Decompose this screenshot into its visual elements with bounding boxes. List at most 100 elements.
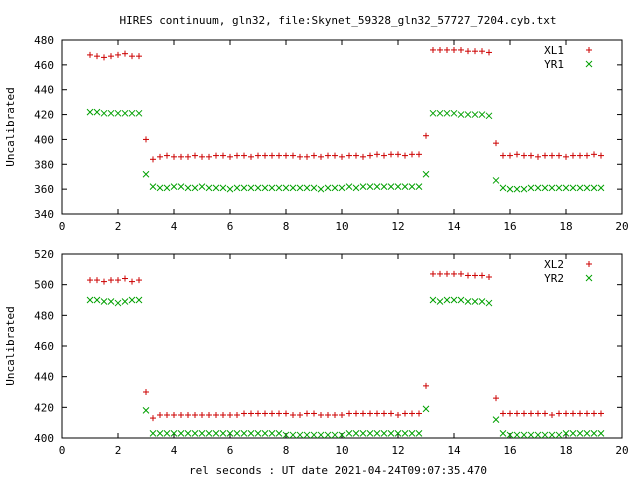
data-point	[576, 430, 584, 437]
data-point	[492, 177, 500, 184]
data-point	[177, 183, 185, 191]
data-point	[590, 184, 598, 192]
data-point	[534, 431, 542, 439]
y-tick-label: 440	[34, 371, 54, 384]
data-point	[269, 410, 275, 417]
data-point	[297, 412, 303, 418]
data-point	[499, 430, 507, 437]
data-point	[198, 430, 206, 437]
data-point	[262, 152, 268, 159]
data-point	[170, 430, 178, 437]
data-point	[234, 412, 240, 418]
data-point	[478, 111, 486, 118]
y-tick-label: 420	[34, 401, 54, 414]
data-point	[402, 410, 408, 417]
data-point	[534, 184, 542, 192]
y-tick-label: 400	[34, 432, 54, 445]
data-point	[296, 431, 304, 439]
data-point	[381, 410, 387, 417]
data-point	[324, 184, 332, 192]
data-point	[394, 430, 402, 437]
data-point	[401, 183, 409, 191]
data-point	[597, 430, 605, 437]
data-point	[485, 299, 493, 307]
data-point	[248, 410, 254, 417]
data-point	[409, 410, 415, 417]
data-point	[338, 431, 346, 439]
data-point	[360, 153, 366, 160]
data-point	[108, 277, 114, 284]
data-point	[514, 151, 520, 158]
plot-panel-1: 0 2 4 6 8 10 12 14 16 18 20 340 360 380 400 420 440 460 48…	[4, 34, 629, 233]
data-point	[352, 430, 360, 437]
data-point	[486, 274, 492, 280]
data-point	[303, 184, 311, 192]
data-point	[598, 152, 604, 159]
data-point	[430, 270, 436, 277]
data-point	[493, 140, 499, 147]
data-point	[458, 270, 464, 277]
data-point	[583, 184, 591, 192]
legend-marker	[585, 274, 593, 282]
y-tick-label: 520	[34, 248, 54, 261]
data-point	[591, 410, 597, 417]
data-point	[142, 170, 150, 178]
data-point	[423, 382, 429, 389]
data-point	[380, 430, 388, 437]
data-point	[409, 151, 415, 158]
legend-label: XL2	[544, 258, 564, 271]
data-point	[227, 153, 233, 160]
data-point	[339, 412, 345, 418]
data-point	[171, 412, 177, 418]
data-point	[472, 272, 478, 279]
data-point	[465, 48, 471, 55]
data-point	[450, 109, 458, 117]
data-point	[142, 407, 150, 414]
x-tick-label: 6	[227, 444, 234, 457]
legend-label: YR1	[544, 58, 564, 71]
data-point	[283, 410, 289, 417]
data-point	[248, 153, 254, 160]
data-point	[150, 156, 156, 163]
data-point	[289, 184, 297, 192]
data-point	[191, 430, 199, 437]
data-point	[282, 431, 290, 439]
data-point	[415, 430, 423, 437]
data-point	[310, 184, 318, 192]
data-point	[430, 46, 436, 53]
data-point	[429, 296, 437, 304]
data-point	[121, 109, 129, 117]
data-point	[569, 430, 577, 437]
data-point	[457, 296, 465, 304]
data-point	[233, 184, 241, 192]
data-point	[324, 431, 332, 439]
data-point	[100, 298, 108, 305]
y-tick-label: 360	[34, 183, 54, 196]
data-point	[289, 431, 297, 439]
data-point	[542, 152, 548, 159]
data-point	[437, 46, 443, 53]
data-point	[577, 152, 583, 159]
data-point	[437, 270, 443, 277]
data-point	[93, 296, 101, 304]
data-point	[367, 410, 373, 417]
data-point	[584, 152, 590, 159]
data-point	[591, 151, 597, 158]
data-point	[584, 410, 590, 417]
data-point	[283, 152, 289, 159]
data-point	[457, 111, 465, 118]
data-point	[570, 410, 576, 417]
x-tick-label: 4	[171, 220, 178, 233]
x-tick-label: 20	[615, 444, 628, 457]
data-point	[528, 152, 534, 159]
data-point	[136, 277, 142, 284]
y-axis-label: Uncalibrated	[4, 87, 17, 166]
x-tick-label: 12	[391, 444, 404, 457]
data-point	[549, 412, 555, 418]
data-point	[444, 46, 450, 53]
data-point	[423, 132, 429, 139]
data-point	[247, 184, 255, 192]
x-tick-label: 10	[335, 444, 348, 457]
data-point	[86, 296, 94, 304]
data-point	[115, 277, 121, 284]
